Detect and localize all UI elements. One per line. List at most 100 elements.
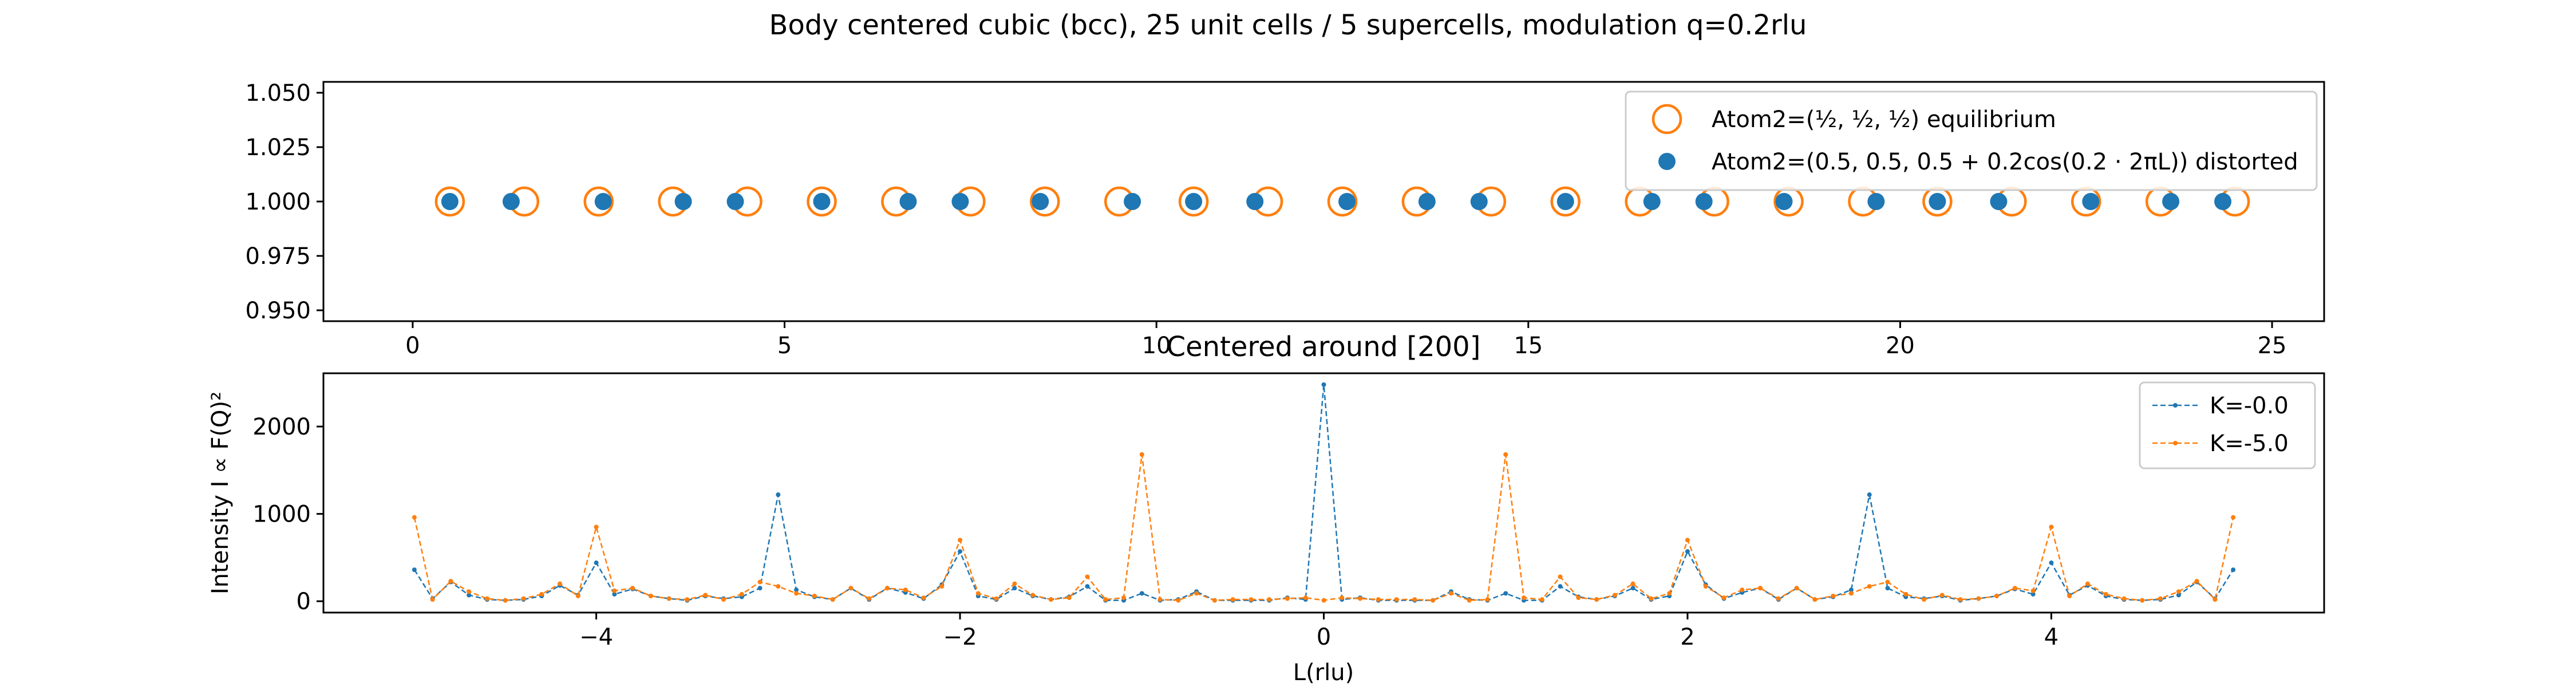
bottom-axes-frame: [322, 372, 2325, 614]
series-point-k5: [1267, 597, 1272, 602]
series-point-k5: [739, 591, 744, 597]
bottom-line-marks: [412, 382, 2236, 603]
series-point-k5: [1431, 598, 1436, 603]
series-point-k5: [848, 586, 854, 591]
series-point-k5: [2194, 579, 2199, 584]
series-point-k5: [1758, 586, 1763, 591]
series-point-k5: [1048, 597, 1053, 602]
series-point-k5: [1885, 579, 1890, 585]
series-point-k5: [1485, 597, 1490, 602]
series-point-k0: [958, 549, 963, 554]
series-point-k5: [1922, 597, 1926, 602]
series-point-k0: [1085, 584, 1090, 589]
series-point-k5: [1212, 598, 1217, 603]
distorted-atom-point: [594, 193, 612, 210]
series-point-k5: [1376, 597, 1381, 602]
distorted-atom-point: [1246, 193, 1264, 210]
series-point-k5: [484, 596, 489, 601]
series-point-k5: [1630, 581, 1635, 586]
series-point-k5: [685, 597, 690, 602]
distorted-atom-point: [1556, 193, 1574, 210]
series-point-k5: [630, 586, 635, 591]
distorted-atom-point: [441, 193, 459, 210]
series-point-k5: [2030, 588, 2036, 593]
equilibrium-atom-point: [1030, 186, 1060, 217]
series-point-k5: [1249, 597, 1254, 602]
series-point-k5: [2085, 581, 2090, 586]
series-point-k5: [830, 597, 835, 602]
distorted-atom-point: [1929, 193, 1946, 210]
series-point-k5: [1340, 595, 1345, 601]
series-point-k5: [666, 596, 671, 601]
series-point-k0: [1012, 586, 1017, 591]
distorted-atom-point: [2082, 193, 2100, 210]
series-point-k5: [757, 579, 762, 585]
distorted-atom-point: [813, 193, 831, 210]
distorted-atom-point: [1867, 193, 1885, 210]
equilibrium-atom-point: [583, 186, 614, 217]
distorted-atom-point: [502, 193, 520, 210]
series-point-k5: [1394, 597, 1399, 602]
series-point-k0: [1685, 549, 1690, 554]
series-point-k5: [1358, 596, 1363, 601]
legend-series-label: K=-0.0: [2210, 393, 2289, 419]
distorted-atom-point: [2214, 193, 2232, 210]
series-point-k5: [884, 586, 890, 591]
y-tick-label: 2000: [252, 414, 311, 440]
series-point-k5: [1594, 597, 1599, 602]
series-point-k5: [1157, 597, 1163, 602]
series-point-k0: [594, 560, 599, 566]
series-point-k0: [757, 586, 762, 591]
series-point-k0: [2030, 591, 2036, 597]
series-point-k5: [1794, 586, 1799, 591]
y-tick-label: 1.025: [245, 135, 311, 161]
series-point-k5: [1030, 593, 1036, 598]
legend-distorted-label: Atom2=(0.5, 0.5, 0.5 + 0.2cos(0.2 · 2πL)…: [1712, 149, 2298, 175]
series-point-k5: [1812, 597, 1818, 602]
series-point-k5: [1612, 593, 1617, 598]
series-point-k5: [2067, 594, 2072, 599]
series-point-k5: [1685, 538, 1690, 543]
x-tick-label: 10: [1142, 333, 1171, 359]
series-point-k5: [412, 515, 417, 520]
series-point-k5: [1848, 591, 1854, 596]
series-point-k5: [1176, 598, 1181, 603]
series-point-k5: [1776, 596, 1781, 601]
x-tick-label: −2: [943, 624, 977, 650]
distorted-atom-point: [1470, 193, 1488, 210]
top-scatter-marks: [434, 186, 2250, 217]
series-point-k5: [430, 597, 435, 602]
series-point-k5: [2012, 586, 2017, 591]
series-point-k5: [2103, 591, 2108, 597]
bottom-legend: K=-0.0 K=-5.0: [2139, 381, 2316, 469]
series-point-k5: [939, 584, 945, 589]
series-point-k5: [2121, 596, 2127, 601]
series-point-k5: [1539, 597, 1544, 602]
bottom-legend-frame: [2139, 381, 2316, 469]
series-point-k5: [1558, 574, 1563, 579]
series-point-k5: [776, 584, 781, 589]
y-tick-label: 0.975: [245, 243, 311, 270]
distorted-atom-point: [1695, 193, 1713, 210]
series-point-k5: [1667, 591, 1672, 596]
series-point-k5: [1976, 596, 1981, 601]
distorted-atom-point: [1643, 193, 1661, 210]
equilibrium-atom-point: [1178, 186, 1209, 217]
x-tick-label: 0: [1317, 624, 1331, 650]
series-point-k0: [2231, 567, 2236, 572]
figure-suptitle: Body centered cubic (bcc), 25 unit cells…: [769, 9, 1807, 41]
series-point-k5: [1066, 595, 1072, 601]
series-point-k0: [612, 591, 617, 597]
series-point-k5: [1194, 591, 1199, 596]
top-axes-ticks: 0 5 10 15 20 25 0.950 0.975 1.000 1.025 1.050: [245, 80, 2286, 359]
series-point-k5: [1412, 597, 1417, 602]
x-tick-label: 4: [2044, 624, 2059, 650]
bottom-y-axis-label: Intensity I ∝ F(Q)²: [207, 392, 234, 594]
series-point-k0: [2176, 593, 2181, 598]
series-point-k5: [503, 598, 508, 603]
x-tick-label: 0: [405, 333, 420, 359]
series-point-k5: [812, 594, 817, 599]
x-tick-label: 25: [2258, 333, 2287, 359]
series-point-k5: [975, 591, 981, 596]
